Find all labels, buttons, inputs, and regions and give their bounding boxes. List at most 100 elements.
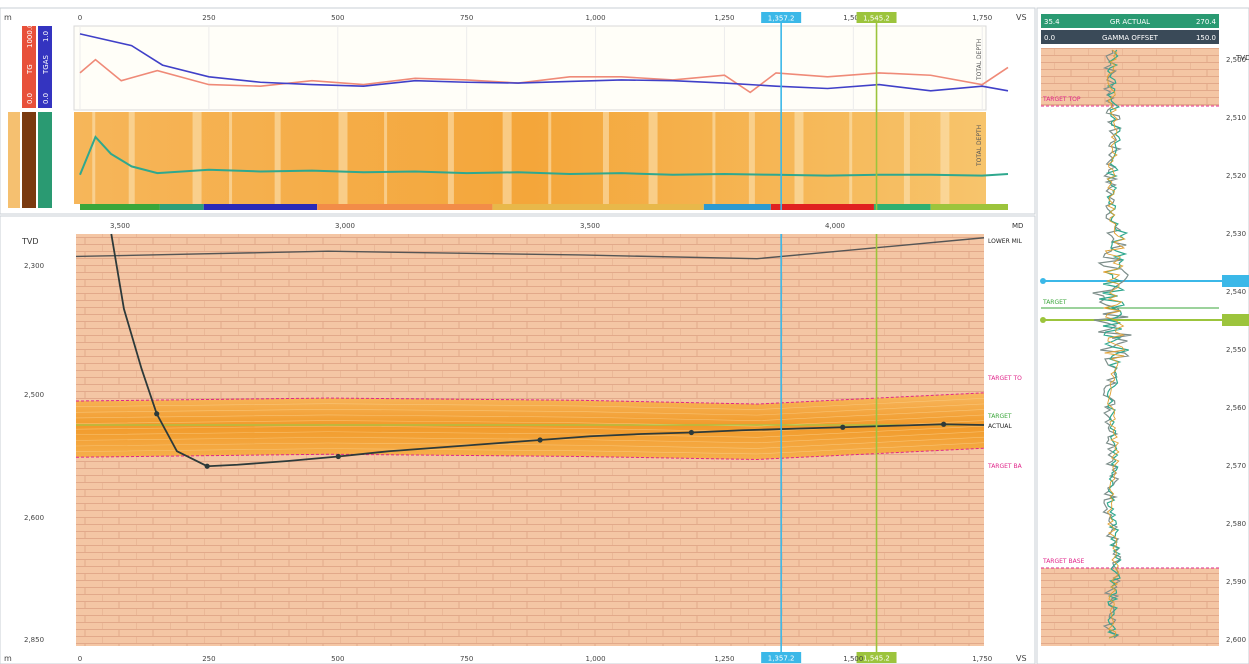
offset-marker-blue-tag[interactable] <box>1222 275 1249 287</box>
target-label: TARGET <box>1042 299 1067 306</box>
formation-zone-bar <box>80 204 1008 210</box>
offset-brick-top <box>1041 48 1219 106</box>
bottom-end-label: VS <box>1016 654 1027 663</box>
zone-segment <box>930 204 1008 210</box>
target-texture-line <box>75 414 985 427</box>
offset-y-ticks: 2,500 2,510 2,520 2,530 2,540 2,550 2,560 2,570… <box>1226 56 1246 644</box>
texture-stripe <box>548 112 552 204</box>
texture-stripe <box>128 112 135 204</box>
offset-tick-label: 2,560 <box>1226 404 1246 412</box>
texture-stripe <box>940 112 950 204</box>
texture-stripe <box>748 112 755 204</box>
track-1-label-max: 1000.0 <box>26 24 34 49</box>
cross-section-cursors[interactable]: 1,357.2 1,545.2 <box>761 234 897 663</box>
layer-label: TARGET TO <box>987 375 1022 382</box>
cursor-tag <box>856 12 897 23</box>
layer-labels: LOWER MIL TARGET TO TARGET ACTUAL TARGET BA <box>987 238 1023 470</box>
texture-stripe <box>384 112 388 204</box>
log-series-line <box>79 135 1009 177</box>
target-top-label: TARGET TOP <box>1042 96 1081 103</box>
target-texture-line <box>75 442 985 455</box>
offset-marker-green-tag[interactable] <box>1222 314 1249 326</box>
cursor-tag-label: 1,357.2 <box>768 655 795 663</box>
track-2-header-gradient <box>8 112 20 208</box>
cross-section-panel: 1,357.2 1,545.2 0 250 500 750 1,000 1,250 1,500… <box>0 215 1036 664</box>
tvd-tick-label: 2,500 <box>24 391 44 399</box>
gr-actual-title: GR ACTUAL <box>1110 18 1150 26</box>
y-axis-label: TVD <box>21 237 39 246</box>
top-tick-label: 500 <box>331 14 344 22</box>
survey-point <box>537 437 543 443</box>
offset-tick-label: 2,510 <box>1226 114 1246 122</box>
target-top-line <box>75 392 985 405</box>
offset-tick-label: 2,570 <box>1226 462 1246 470</box>
zone-segment <box>770 204 874 210</box>
top-tick-label: 0 <box>78 14 82 22</box>
texture-stripe <box>92 112 96 204</box>
gamma-offset-header <box>1041 30 1219 44</box>
cross-section-ticks: 0 250 500 750 1,000 1,250 1,500 1,750 3,500 3,000… <box>24 222 992 663</box>
log-series-line <box>79 58 1009 94</box>
offset-tick-label: 2,580 <box>1226 520 1246 528</box>
texture-stripe <box>274 112 281 204</box>
bottom-tick-label: 1,500 <box>843 655 863 663</box>
bottom-tick-label: 0 <box>78 655 82 663</box>
top-unit-label: m <box>4 13 12 22</box>
track-1-header-labels: 0.0 TG 1000.0 0.0 TGAS 1.0 <box>26 24 50 105</box>
target-base-line <box>75 447 985 460</box>
zone-segment <box>492 204 704 210</box>
texture-stripe <box>712 112 716 204</box>
track-1-side-label: TOTAL DEPTH <box>976 39 983 81</box>
layer-label: LOWER MIL <box>988 238 1023 245</box>
top-cursors[interactable]: 1,357.2 1,545.2 <box>761 12 897 210</box>
texture-stripe <box>648 112 658 204</box>
survey-point <box>204 463 210 469</box>
track-1-header-red <box>22 26 36 108</box>
offset-tick-label: 2,590 <box>1226 578 1246 586</box>
well-path-line <box>110 233 985 468</box>
layer-label: TARGET <box>987 413 1012 420</box>
top-tick-label: 1,000 <box>586 14 606 22</box>
offset-tick-label: 2,530 <box>1226 230 1246 238</box>
layer-label: ACTUAL <box>988 423 1012 430</box>
bottom-tick-label: 1,750 <box>972 655 992 663</box>
survey-point <box>335 453 341 460</box>
offset-tick-label: 2,550 <box>1226 346 1246 354</box>
gr-actual-right: 270.4 <box>1196 18 1217 26</box>
texture-stripe <box>602 112 609 204</box>
zone-segment <box>317 204 493 210</box>
bottom-unit-label: m <box>4 654 12 663</box>
offset-marker-blue-dot[interactable] <box>1040 278 1046 284</box>
md-label: MD <box>1012 222 1023 230</box>
target-texture-line <box>75 436 985 449</box>
track-1-b-label-min: 0.0 <box>42 93 50 104</box>
track-1-label-min: 0.0 <box>26 93 34 104</box>
cursor-tag <box>761 12 802 23</box>
zone-segment <box>80 204 160 210</box>
track-2-plot <box>74 112 986 204</box>
tvd-tick-label: 2,600 <box>24 514 44 522</box>
top-x-ticks: 0 250 500 750 1,000 1,250 1,500 1,750 <box>78 14 992 22</box>
offset-white-zone <box>1041 106 1219 568</box>
texture-stripe <box>502 112 512 204</box>
zone-segment <box>703 204 771 210</box>
offset-brick-bottom <box>1041 568 1219 646</box>
offset-log-panel: 35.4 GR ACTUAL 270.4 0.0 GAMMA OFFSET 15… <box>1036 7 1249 664</box>
md-tick-label: 3,500 <box>580 222 600 230</box>
gamma-offset-right: 150.0 <box>1196 34 1216 42</box>
offset-marker-green-dot[interactable] <box>1040 317 1046 323</box>
track-1-grid <box>79 26 983 110</box>
log-tracks-panel: 0 250 500 750 1,000 1,250 1,500 1,750 m VS 0.0 … <box>0 7 1036 215</box>
texture-stripe <box>192 112 202 204</box>
tvd-tick-label: 2,300 <box>24 262 44 270</box>
track-2-texture <box>92 112 950 204</box>
texture-stripe <box>338 112 348 204</box>
offset-tick-label: 2,500 <box>1226 56 1246 64</box>
offset-tick-label: 2,540 <box>1226 288 1246 296</box>
track-2-header-orange <box>38 112 52 208</box>
target-base-label: TARGET BASE <box>1042 558 1085 565</box>
bottom-tick-label: 500 <box>331 655 344 663</box>
bottom-tick-label: 750 <box>460 655 473 663</box>
track-2-side-label: TOTAL DEPTH <box>976 125 983 167</box>
